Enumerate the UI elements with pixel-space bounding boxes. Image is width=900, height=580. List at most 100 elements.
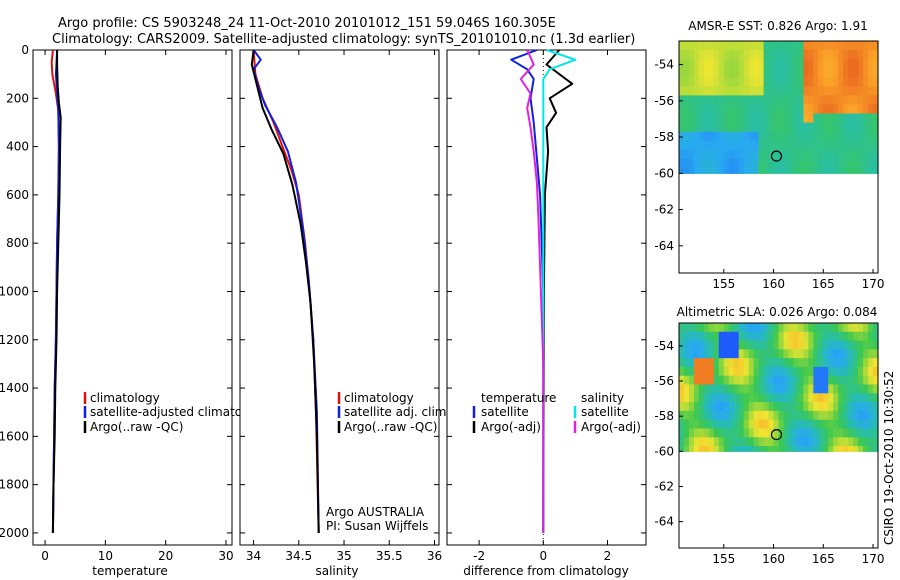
- heatmap-cell: [728, 323, 735, 333]
- heatmap-cell: [708, 437, 715, 447]
- heatmap-cell: [818, 95, 824, 106]
- heatmap-cell: [738, 140, 745, 151]
- heatmap-cell: [778, 131, 785, 142]
- heatmap-cell: [713, 41, 720, 51]
- heatmap-cell: [768, 437, 775, 447]
- heatmap-cell: [693, 446, 700, 452]
- heatmap-cell: [823, 428, 829, 438]
- heatmap-cell: [838, 358, 844, 368]
- heatmap-cell: [793, 149, 799, 160]
- heatmap-cell: [868, 167, 874, 174]
- heatmap-cell: [853, 86, 859, 96]
- heatmap-cell: [833, 410, 839, 421]
- heatmap-cell: [828, 41, 834, 51]
- heatmap-cell: [748, 41, 755, 51]
- heatmap-cell: [803, 104, 809, 115]
- heatmap-cell: [723, 410, 730, 421]
- heatmap-cell: [679, 323, 685, 333]
- heatmap-cell: [758, 77, 765, 87]
- heatmap-cell: [833, 131, 839, 142]
- heatmap-cell: [868, 384, 874, 394]
- heatmap-cell: [758, 104, 765, 115]
- heatmap-cell: [873, 167, 879, 174]
- heatmap-cell: [713, 428, 720, 438]
- heatmap-cell: [848, 149, 854, 160]
- heatmap-cell: [828, 446, 834, 452]
- heatmap-cell: [873, 358, 879, 368]
- heatmap-cell: [728, 375, 735, 386]
- heatmap-cell: [798, 419, 804, 430]
- heatmap-cell: [788, 158, 795, 169]
- heatmap-cell: [798, 95, 804, 106]
- heatmap-cell: [868, 77, 874, 87]
- heatmap-cell: [858, 384, 864, 394]
- heatmap-cell: [873, 158, 879, 169]
- heatmap-cell: [743, 50, 750, 60]
- heatmap-cell: [853, 428, 859, 438]
- heatmap-cell: [763, 446, 770, 452]
- heatmap-cell: [698, 113, 705, 124]
- heatmap-cell: [788, 349, 795, 359]
- heatmap-cell: [873, 419, 879, 430]
- heatmap-cell: [708, 131, 715, 142]
- difference-panel: -2 0 2 difference from climatology tempera…: [446, 49, 647, 578]
- heatmap-cell: [858, 446, 864, 452]
- heatmap-cell: [863, 158, 869, 169]
- legend-label-t-satellite: satellite: [481, 405, 529, 419]
- heatmap-cell: [723, 358, 730, 368]
- heatmap-cell: [838, 340, 844, 350]
- heatmap-cell: [753, 167, 760, 174]
- heatmap-cell: [713, 68, 720, 78]
- heatmap-cell: [708, 77, 715, 87]
- heatmap-cell: [833, 340, 839, 350]
- heatmap-cell: [718, 158, 725, 169]
- heatmap-cell: [778, 437, 785, 447]
- heatmap-cell: [813, 41, 819, 51]
- heatmap-cell: [793, 402, 799, 412]
- heatmap-cell: [858, 323, 864, 333]
- heatmap-cell: [773, 437, 780, 447]
- argo-position-marker: [770, 150, 783, 162]
- heatmap-cell: [743, 158, 750, 169]
- heatmap-cell: [848, 131, 854, 142]
- heatmap-cell: [763, 331, 770, 342]
- heatmap-cell: [813, 149, 819, 160]
- heatmap-cell: [723, 331, 730, 342]
- heatmap-cell: [718, 402, 725, 412]
- heatmap-cell: [703, 149, 710, 160]
- heatmap-cell: [808, 446, 814, 452]
- heatmap-cell: [679, 140, 685, 151]
- title-line1: Argo profile: CS 5903248_24 11-Oct-2010 …: [58, 16, 556, 31]
- heatmap-cell: [773, 402, 780, 412]
- heatmap-cell: [773, 331, 780, 342]
- heatmap-cell: [858, 366, 864, 377]
- heatmap-cell: [679, 50, 685, 60]
- x-tick-label: 160: [762, 277, 785, 291]
- heatmap-cell: [833, 375, 839, 386]
- heatmap-cell: [723, 323, 730, 333]
- heatmap-cell: [688, 323, 695, 333]
- heatmap-cell: [698, 393, 705, 403]
- heatmap-cell: [813, 358, 819, 368]
- heatmap-cell: [723, 140, 730, 151]
- heatmap-cell: [773, 410, 780, 421]
- heatmap-cell: [778, 393, 785, 403]
- heatmap-cell: [833, 104, 839, 115]
- heatmap-cell: [818, 402, 824, 412]
- heatmap-cell: [738, 41, 745, 51]
- heatmap-cell: [793, 140, 799, 151]
- heatmap-cell: [703, 349, 710, 359]
- legend-label-satellite-adj: satellite adj. clim.: [344, 405, 450, 419]
- heatmap-cell: [778, 104, 785, 115]
- heatmap-cell: [713, 393, 720, 403]
- series-line-temperature-argo-adj: [542, 49, 574, 533]
- sst-map-title: AMSR-E SST: 0.826 Argo: 1.91: [688, 19, 868, 33]
- salinity-panel: 34 34.5 35 35.5 36 salinity climatology sate…: [239, 49, 450, 578]
- heatmap-cell: [823, 366, 829, 377]
- heatmap-cell: [828, 340, 834, 350]
- heatmap-cell: [753, 68, 760, 78]
- heatmap-cell: [763, 59, 770, 69]
- heatmap-cell: [828, 122, 834, 133]
- heatmap-cell: [733, 113, 740, 124]
- heatmap-cell: [853, 331, 859, 342]
